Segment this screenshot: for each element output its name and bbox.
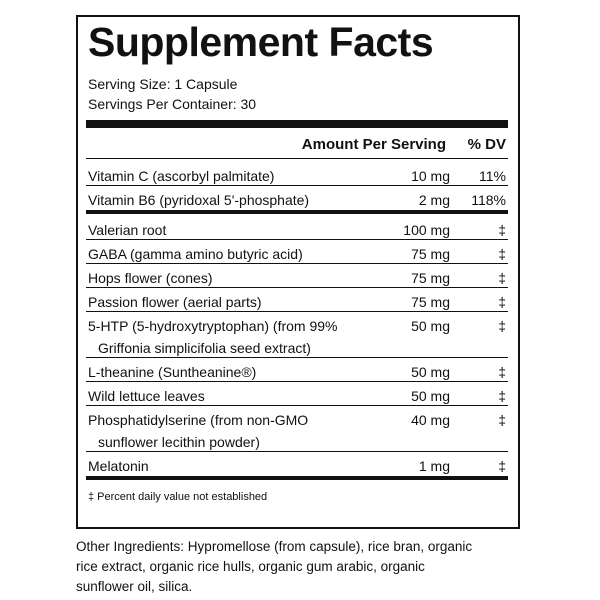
amount: 10 mg [411, 168, 450, 184]
amount: 50 mg [411, 388, 450, 404]
ingredient-name: Melatonin [88, 458, 149, 474]
amount: 50 mg [411, 318, 450, 334]
ingredient-name: Vitamin C (ascorbyl palmitate) [88, 168, 275, 184]
thick-rule [86, 210, 508, 214]
daily-value: 118% [471, 192, 506, 208]
ingredient-name: L-theanine (Suntheanine®) [88, 364, 257, 380]
rule [86, 357, 508, 358]
daily-value: ‡ [498, 294, 506, 310]
amount: 75 mg [411, 270, 450, 286]
ingredient-name: Passion flower (aerial parts) [88, 294, 262, 310]
daily-value: ‡ [498, 222, 506, 238]
rule [86, 287, 508, 288]
ingredient-name: Vitamin B6 (pyridoxal 5'-phosphate) [88, 192, 310, 208]
amount: 50 mg [411, 364, 450, 380]
rule [86, 381, 508, 382]
rule [86, 263, 508, 264]
other-ingredients: rice extract, organic rice hulls, organi… [76, 559, 425, 574]
amount: 40 mg [411, 412, 450, 428]
thick-rule [86, 476, 508, 480]
rule [86, 311, 508, 312]
footnote: ‡ Percent daily value not established [88, 491, 268, 503]
rule [86, 158, 508, 159]
amount: 75 mg [411, 246, 450, 262]
serving-size: Serving Size: 1 Capsule [88, 76, 238, 92]
facts-panel [76, 15, 520, 529]
daily-value: ‡ [498, 458, 506, 474]
amount: 1 mg [418, 458, 450, 474]
amount: 2 mg [418, 192, 450, 208]
amount: 100 mg [403, 222, 450, 238]
ingredient-name: GABA (gamma amino butyric acid) [88, 246, 303, 262]
amount: 75 mg [411, 294, 450, 310]
dv-header: % DV [467, 136, 506, 153]
daily-value: ‡ [498, 412, 506, 428]
ingredient-name: Valerian root [88, 222, 167, 238]
daily-value: ‡ [498, 364, 506, 380]
ingredient-name: Phosphatidylserine (from non-GMO [88, 412, 309, 428]
servings-per-container: Servings Per Container: 30 [88, 96, 257, 112]
ingredient-name: Griffonia simplicifolia seed extract) [98, 340, 311, 356]
rule [86, 239, 508, 240]
ingredient-name: sunflower lecithin powder) [98, 434, 260, 450]
amount-header: Amount Per Serving [301, 136, 446, 153]
rule [86, 405, 508, 406]
other-ingredients: sunflower oil, silica. [76, 579, 193, 594]
ingredient-name: Hops flower (cones) [88, 270, 213, 286]
rule [86, 185, 508, 186]
daily-value: ‡ [498, 388, 506, 404]
daily-value: 11% [479, 168, 506, 184]
title: Supplement Facts [88, 19, 434, 65]
daily-value: ‡ [498, 246, 506, 262]
ingredient-name: Wild lettuce leaves [88, 388, 205, 404]
daily-value: ‡ [498, 318, 506, 334]
thick-rule [86, 120, 508, 128]
daily-value: ‡ [498, 270, 506, 286]
ingredient-name: 5-HTP (5-hydroxytryptophan) (from 99% [88, 318, 338, 334]
rule [86, 451, 508, 452]
other-ingredients: Other Ingredients: Hypromellose (from ca… [76, 539, 473, 554]
